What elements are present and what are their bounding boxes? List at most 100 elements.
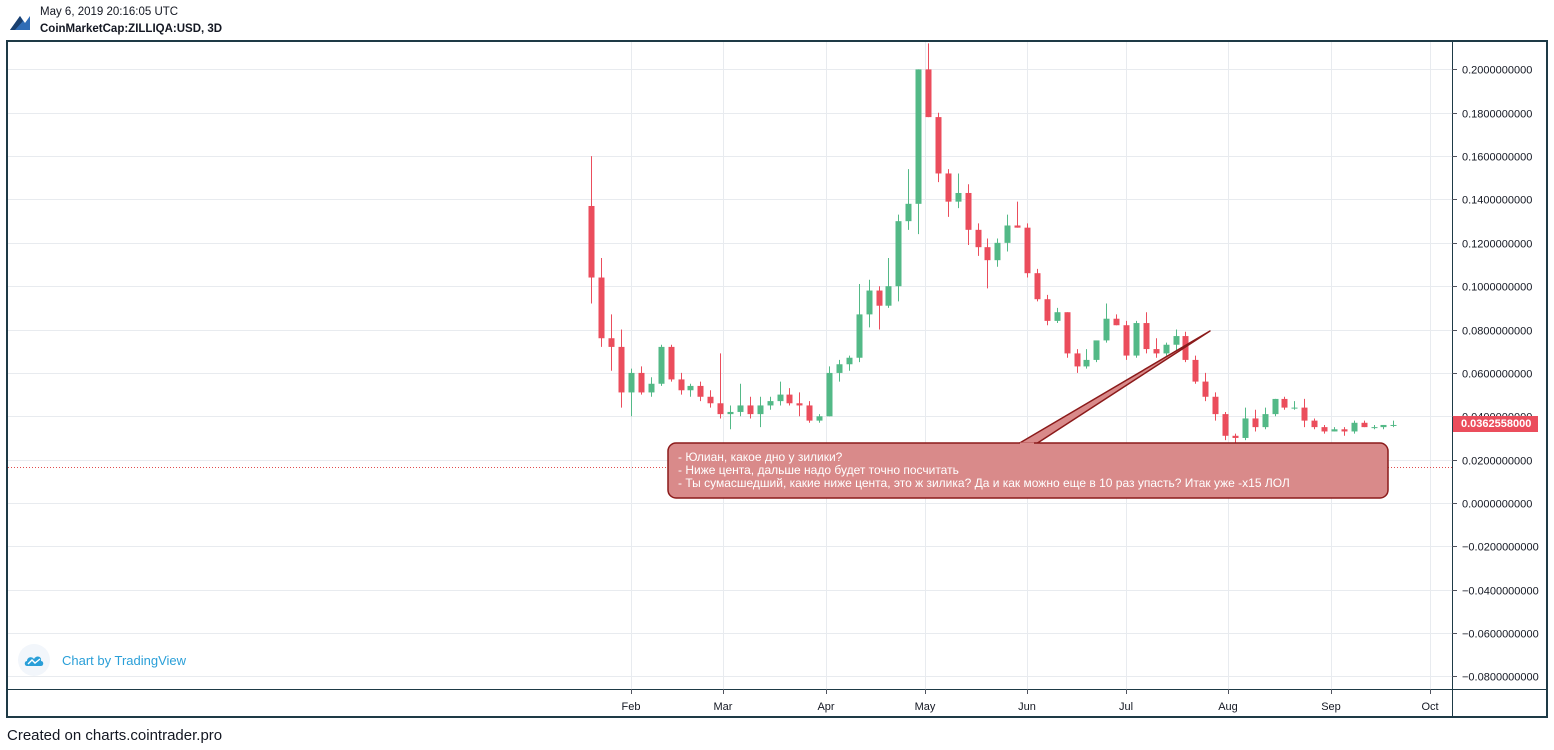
candle-body <box>1182 336 1189 360</box>
candle-up <box>856 284 863 363</box>
candle-down <box>618 329 625 408</box>
candle-down <box>945 169 952 217</box>
candle-down <box>984 238 991 289</box>
candle-body <box>786 394 793 404</box>
price-tick-label: 0.1800000000 <box>1462 109 1532 121</box>
candle-down <box>1252 409 1259 432</box>
candle-body <box>1272 398 1279 415</box>
price-tick-label: 0.1400000000 <box>1462 195 1532 207</box>
candle-up <box>777 381 784 406</box>
candle-up <box>1173 329 1180 352</box>
candle-body <box>984 247 991 261</box>
candle-up <box>1004 214 1011 252</box>
price-tick-label: 0.1600000000 <box>1462 152 1532 164</box>
candle-body <box>747 405 754 415</box>
candle-down <box>1361 420 1368 428</box>
chart-timestamp: May 6, 2019 20:16:05 UTC <box>40 6 179 18</box>
candle-body <box>638 372 645 393</box>
candle-body <box>856 314 863 358</box>
candle-up <box>1133 320 1140 358</box>
candle-body <box>1044 299 1051 321</box>
candle-down <box>786 388 793 406</box>
candle-body <box>1143 323 1150 350</box>
candle-up <box>885 258 892 308</box>
candle-body <box>1281 398 1288 408</box>
candle-body <box>965 192 972 230</box>
price-tick-label: 0.0600000000 <box>1462 369 1532 381</box>
candle-body <box>1192 359 1199 382</box>
candle-body <box>727 411 734 415</box>
candle-up <box>1242 407 1249 441</box>
candle-down <box>935 112 942 183</box>
candle-down <box>925 43 932 118</box>
candle-body <box>658 346 665 384</box>
candle-down <box>717 353 724 419</box>
candle-down <box>1281 396 1288 410</box>
candle-down <box>638 366 645 395</box>
candle-body <box>1163 344 1170 354</box>
candle-down <box>796 392 803 417</box>
candle-body <box>1024 227 1031 274</box>
price-tick-label: 0.0200000000 <box>1462 456 1532 468</box>
candle-body <box>588 205 595 278</box>
candle-down <box>598 258 605 347</box>
candle-body <box>1291 407 1298 409</box>
candle-down <box>1143 312 1150 354</box>
candle-up <box>1093 340 1100 363</box>
annotation-line: - Юлиан, какое дно у зилики? <box>678 450 843 464</box>
candle-up <box>1163 342 1170 356</box>
candle-up <box>1103 303 1110 343</box>
candle-body <box>994 242 1001 261</box>
candle-up <box>866 279 873 328</box>
candle-body <box>1074 353 1081 367</box>
candle-body <box>1083 359 1090 367</box>
candle-up <box>905 169 912 230</box>
candle-body <box>628 372 635 393</box>
candle-up <box>895 214 902 302</box>
candle-body <box>1113 318 1120 326</box>
tradingview-watermark[interactable]: Chart by TradingView <box>18 644 186 676</box>
price-tick-label: 0.0800000000 <box>1462 326 1532 338</box>
candle-up <box>915 69 922 235</box>
candle-body <box>1064 312 1071 354</box>
candle-up <box>846 355 853 371</box>
time-tick-label: Mar <box>714 701 733 713</box>
candle-body <box>678 379 685 391</box>
time-tick-label: May <box>915 701 936 713</box>
candle-down <box>1311 418 1318 430</box>
time-tick-label: Apr <box>817 701 834 713</box>
candle-body <box>1252 418 1259 428</box>
candle-body <box>1380 424 1387 428</box>
candle-up <box>727 405 734 430</box>
chart-frame <box>6 40 1548 718</box>
candle-up <box>1371 424 1378 430</box>
grid-lines <box>8 42 1452 689</box>
candle-body <box>1202 381 1209 397</box>
candles <box>588 43 1397 451</box>
candle-down <box>1024 223 1031 278</box>
candle-down <box>1123 320 1130 360</box>
candle-down <box>1321 424 1328 434</box>
candle-up <box>1054 307 1061 324</box>
callout-shape <box>667 330 1389 499</box>
price-tick-label: 0.1000000000 <box>1462 282 1532 294</box>
candle-body <box>1242 418 1249 438</box>
candle-down <box>697 381 704 402</box>
candle-down <box>806 401 813 423</box>
candle-down <box>1202 372 1209 402</box>
annotation-text: - Юлиан, какое дно у зилики? - Ниже цент… <box>678 451 1290 490</box>
candle-body <box>955 192 962 202</box>
candle-down <box>1212 392 1219 421</box>
candle-body <box>796 403 803 406</box>
watermark-label: Chart by TradingView <box>62 652 187 668</box>
candle-body <box>925 69 932 118</box>
candle-body <box>1054 312 1061 321</box>
candle-down <box>1064 312 1071 358</box>
annotation-line: - Ниже цента, дальше надо будет точно по… <box>678 463 959 477</box>
candle-body <box>1133 323 1140 356</box>
candle-body <box>1004 225 1011 243</box>
candle-body <box>1321 427 1328 432</box>
tradingview-logo-icon <box>9 10 31 32</box>
candle-body <box>687 385 694 391</box>
